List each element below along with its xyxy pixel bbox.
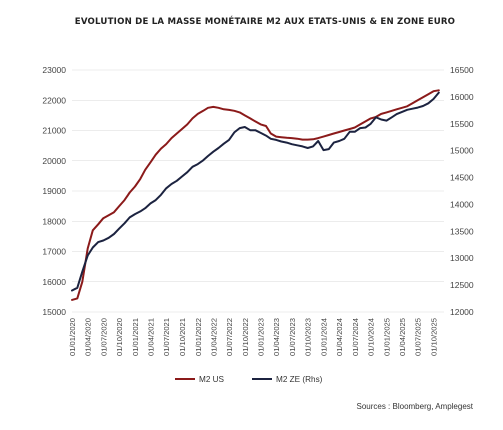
- x-tick-label: 01/01/2025: [383, 318, 392, 356]
- left-y-tick-label: 22000: [42, 95, 66, 105]
- right-y-tick-label: 15000: [450, 146, 474, 156]
- x-tick-label: 01/10/2024: [367, 318, 376, 356]
- right-y-tick-label: 13500: [450, 226, 474, 236]
- x-tick-label: 01/04/2025: [398, 318, 407, 356]
- left-y-tick-label: 15000: [42, 307, 66, 317]
- right-y-tick-label: 13000: [450, 253, 474, 263]
- x-tick-label: 01/10/2023: [304, 318, 313, 356]
- x-tick-label: 01/04/2022: [209, 318, 218, 356]
- legend-label: M2 US: [199, 375, 225, 384]
- right-y-axis: 12000 12500 13000 13500 14000 14500 15000 15500…: [450, 65, 474, 317]
- left-y-tick-label: 23000: [42, 65, 66, 75]
- right-y-tick-label: 14000: [450, 199, 474, 209]
- x-tick-label: 01/01/2021: [131, 318, 140, 356]
- right-y-tick-label: 12000: [450, 307, 474, 317]
- left-y-tick-label: 21000: [42, 126, 66, 136]
- x-tick-label: 01/04/2021: [146, 318, 155, 356]
- x-tick-label: 01/10/2025: [429, 318, 438, 356]
- right-y-tick-label: 16000: [450, 92, 474, 102]
- left-y-tick-label: 17000: [42, 247, 66, 257]
- x-tick-label: 01/07/2020: [99, 318, 108, 356]
- x-tick-label: 01/04/2023: [272, 318, 281, 356]
- right-y-tick-label: 15500: [450, 119, 474, 129]
- series-layer: [71, 89, 440, 301]
- chart-source: Sources : Bloomberg, Amplegest: [356, 402, 473, 411]
- x-tick-label: 01/04/2024: [335, 318, 344, 356]
- series-line-m2-ze: [71, 91, 440, 292]
- right-y-tick-label: 16500: [450, 65, 474, 75]
- x-tick-label: 01/01/2022: [194, 318, 203, 356]
- x-tick-label: 01/07/2025: [414, 318, 423, 356]
- left-y-tick-label: 19000: [42, 186, 66, 196]
- legend-label: M2 ZE (Rhs): [276, 375, 323, 384]
- x-tick-label: 01/10/2020: [115, 318, 124, 356]
- grid-layer: [72, 69, 444, 313]
- left-y-tick-label: 18000: [42, 216, 66, 226]
- x-tick-label: 01/07/2021: [162, 318, 171, 356]
- x-tick-label: 01/01/2024: [320, 318, 329, 356]
- x-tick-label: 01/07/2023: [288, 318, 297, 356]
- x-tick-label: 01/01/2023: [257, 318, 266, 356]
- chart-title: EVOLUTION DE LA MASSE MONÉTAIRE M2 AUX E…: [75, 15, 455, 27]
- left-y-tick-label: 20000: [42, 156, 66, 166]
- left-y-axis: 15000 16000 17000 18000 19000 20000 21000 22000…: [42, 65, 66, 317]
- x-tick-label: 01/10/2022: [241, 318, 250, 356]
- legend: M2 US M2 ZE (Rhs): [175, 375, 323, 384]
- series-line-m2-us: [71, 89, 440, 301]
- left-y-tick-label: 16000: [42, 277, 66, 287]
- x-axis: 01/01/2020 01/04/2020 01/07/2020 01/10/2020…: [68, 318, 438, 356]
- x-tick-label: 01/10/2021: [178, 318, 187, 356]
- x-tick-label: 01/04/2020: [84, 318, 93, 356]
- x-tick-label: 01/07/2024: [351, 318, 360, 356]
- x-tick-label: 01/07/2022: [225, 318, 234, 356]
- right-y-tick-label: 12500: [450, 280, 474, 290]
- x-tick-label: 01/01/2020: [68, 318, 77, 356]
- right-y-tick-label: 14500: [450, 173, 474, 183]
